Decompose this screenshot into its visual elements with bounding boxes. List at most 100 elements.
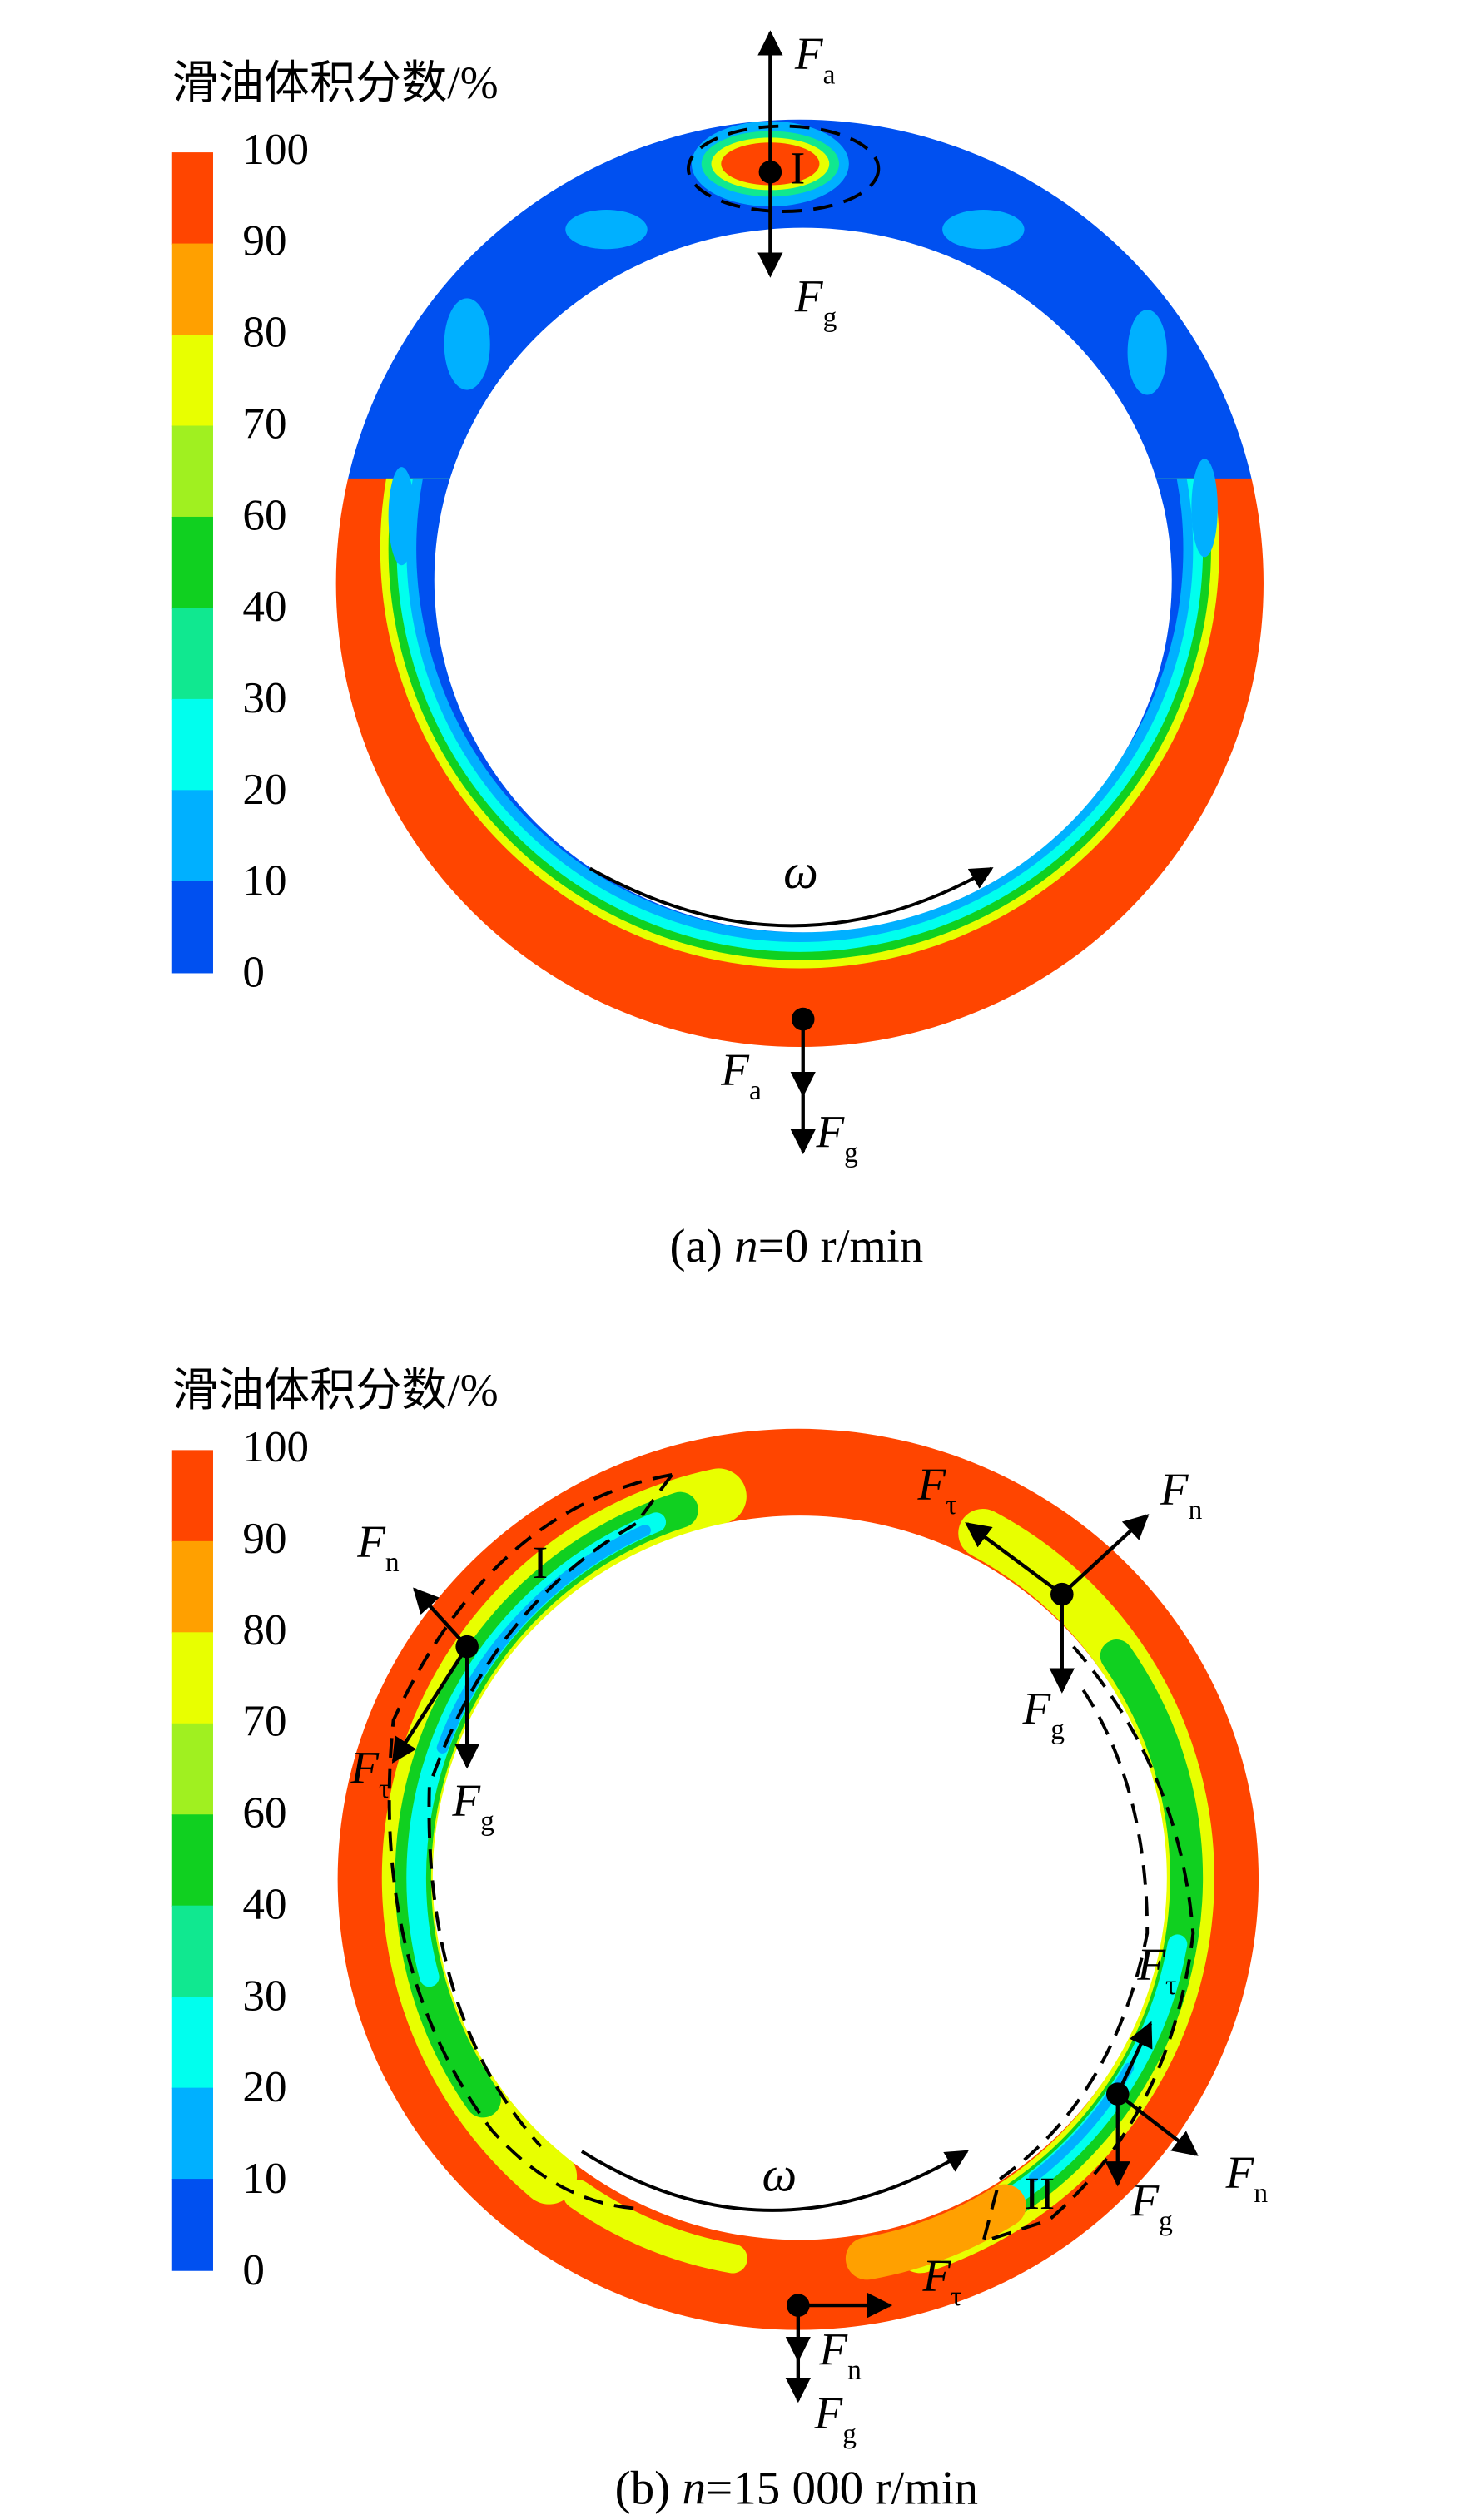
force-arrow [1060,1514,1150,1596]
legend-swatch [171,1632,213,1724]
caption-prefix: (b) [615,2462,683,2514]
legend-label: 0 [242,2246,265,2294]
force-label: Fg [816,1106,859,1168]
force-label: Fτ [350,1742,390,1804]
oil-contour [1127,310,1167,395]
oil-contour [311,1409,1295,2360]
legend-swatch [171,2087,213,2180]
region-outline [634,1473,673,1525]
force-subscript: g [1159,2206,1173,2237]
legend-label: 70 [242,1698,286,1746]
force-label: Fg [1022,1683,1065,1745]
legend-swatch [171,1905,213,1998]
oil-contour [942,210,1025,250]
legend-swatch [171,698,213,791]
force-subscript: τ [951,2281,961,2312]
force-subscript: g [844,1138,858,1168]
caption: (a) n=0 r/min [669,1220,923,1272]
force-symbol: F [921,2250,951,2300]
force-label: Fτ [917,1458,957,1520]
legend-label: 90 [242,1515,286,1563]
force-symbol: F [720,1044,750,1094]
force-label: Fg [1130,2175,1174,2237]
caption-rest: =15 000 r/min [706,2462,978,2514]
oil-contour [416,478,1184,933]
force-subscript: n [385,1547,400,1578]
caption-prefix: (a) [669,1220,734,1272]
force-symbol: F [451,1774,481,1825]
legend-label: 40 [242,583,286,631]
legend-swatch [171,1814,213,1907]
legend-label: 90 [242,217,286,265]
legend-label: 100 [242,126,309,174]
force-arrow [965,1522,1064,1596]
force-label: Fτ [921,2250,961,2312]
region-outline [981,1645,1195,2245]
force-symbol: F [356,1515,386,1566]
force-subscript: τ [946,1490,956,1520]
oil-contour [845,2184,1026,2280]
force-symbol: F [818,2324,848,2374]
legend-label: 60 [242,491,286,539]
force-arrow [1115,2021,1153,2096]
force-symbol: F [814,2388,844,2438]
force-label: Fg [451,1774,494,1837]
force-subscript: a [823,59,836,90]
force-subscript: n [1189,1495,1203,1525]
force-subscript: g [1050,1714,1065,1745]
legend-label: 60 [242,1789,286,1838]
force-label: Fτ [1136,1938,1176,2001]
legend-swatch [171,2179,213,2271]
oil-contour [388,467,415,566]
force-subscript: g [823,302,837,333]
region-label: I [533,1537,548,1588]
force-arrow [1116,2092,1199,2156]
force-subscript: g [842,2418,857,2449]
oil-contour [1029,2062,1135,2183]
force-arrow [413,1587,469,1649]
legend-swatch [171,425,213,518]
force-label: Fa [720,1044,762,1106]
oil-contour [563,2180,747,2274]
legend-label: 30 [242,1972,286,2020]
legend-swatch [171,243,213,336]
force-subscript: g [480,1806,494,1837]
force-label: Fn [356,1515,400,1578]
omega-label: ω [783,844,818,899]
legend-title: 滑油体积分数/% [172,1365,499,1416]
force-label: Fn [1160,1463,1203,1525]
force-symbol: F [1022,1683,1052,1734]
force-label: Fn [818,2324,862,2386]
force-label: Fa [794,28,836,91]
legend-label: 20 [242,766,286,814]
force-subscript: n [1254,2178,1268,2209]
omega-label: ω [762,2146,797,2201]
force-symbol: F [1225,2146,1255,2197]
force-symbol: F [917,1458,947,1509]
ring-b [311,1409,1295,2360]
legend-label: 30 [242,674,286,722]
rotation-arrow [580,2150,969,2212]
caption: (b) n=15 000 r/min [615,2462,978,2514]
legend-label: 20 [242,2063,286,2111]
force-arrow [391,1645,469,1764]
legend-label: 40 [242,1880,286,1928]
legend-swatch [171,1723,213,1816]
legend-swatch [171,1997,213,2089]
force-subscript: τ [1165,1970,1176,2001]
oil-contour [1191,459,1218,558]
legend-swatch [171,152,213,245]
legend-label: 80 [242,1606,286,1654]
legend-swatch [171,1540,213,1634]
force-symbol: F [1136,1938,1166,1989]
oil-contour [436,1525,651,1754]
force-symbol: F [794,270,824,321]
force-symbol: F [816,1106,846,1157]
force-symbol: F [794,28,824,79]
legend-swatch [171,881,213,974]
legend-label: 10 [242,857,286,905]
ring-a [311,98,1295,1114]
force-label: Fg [814,2388,857,2450]
legend-label: 0 [242,949,265,997]
